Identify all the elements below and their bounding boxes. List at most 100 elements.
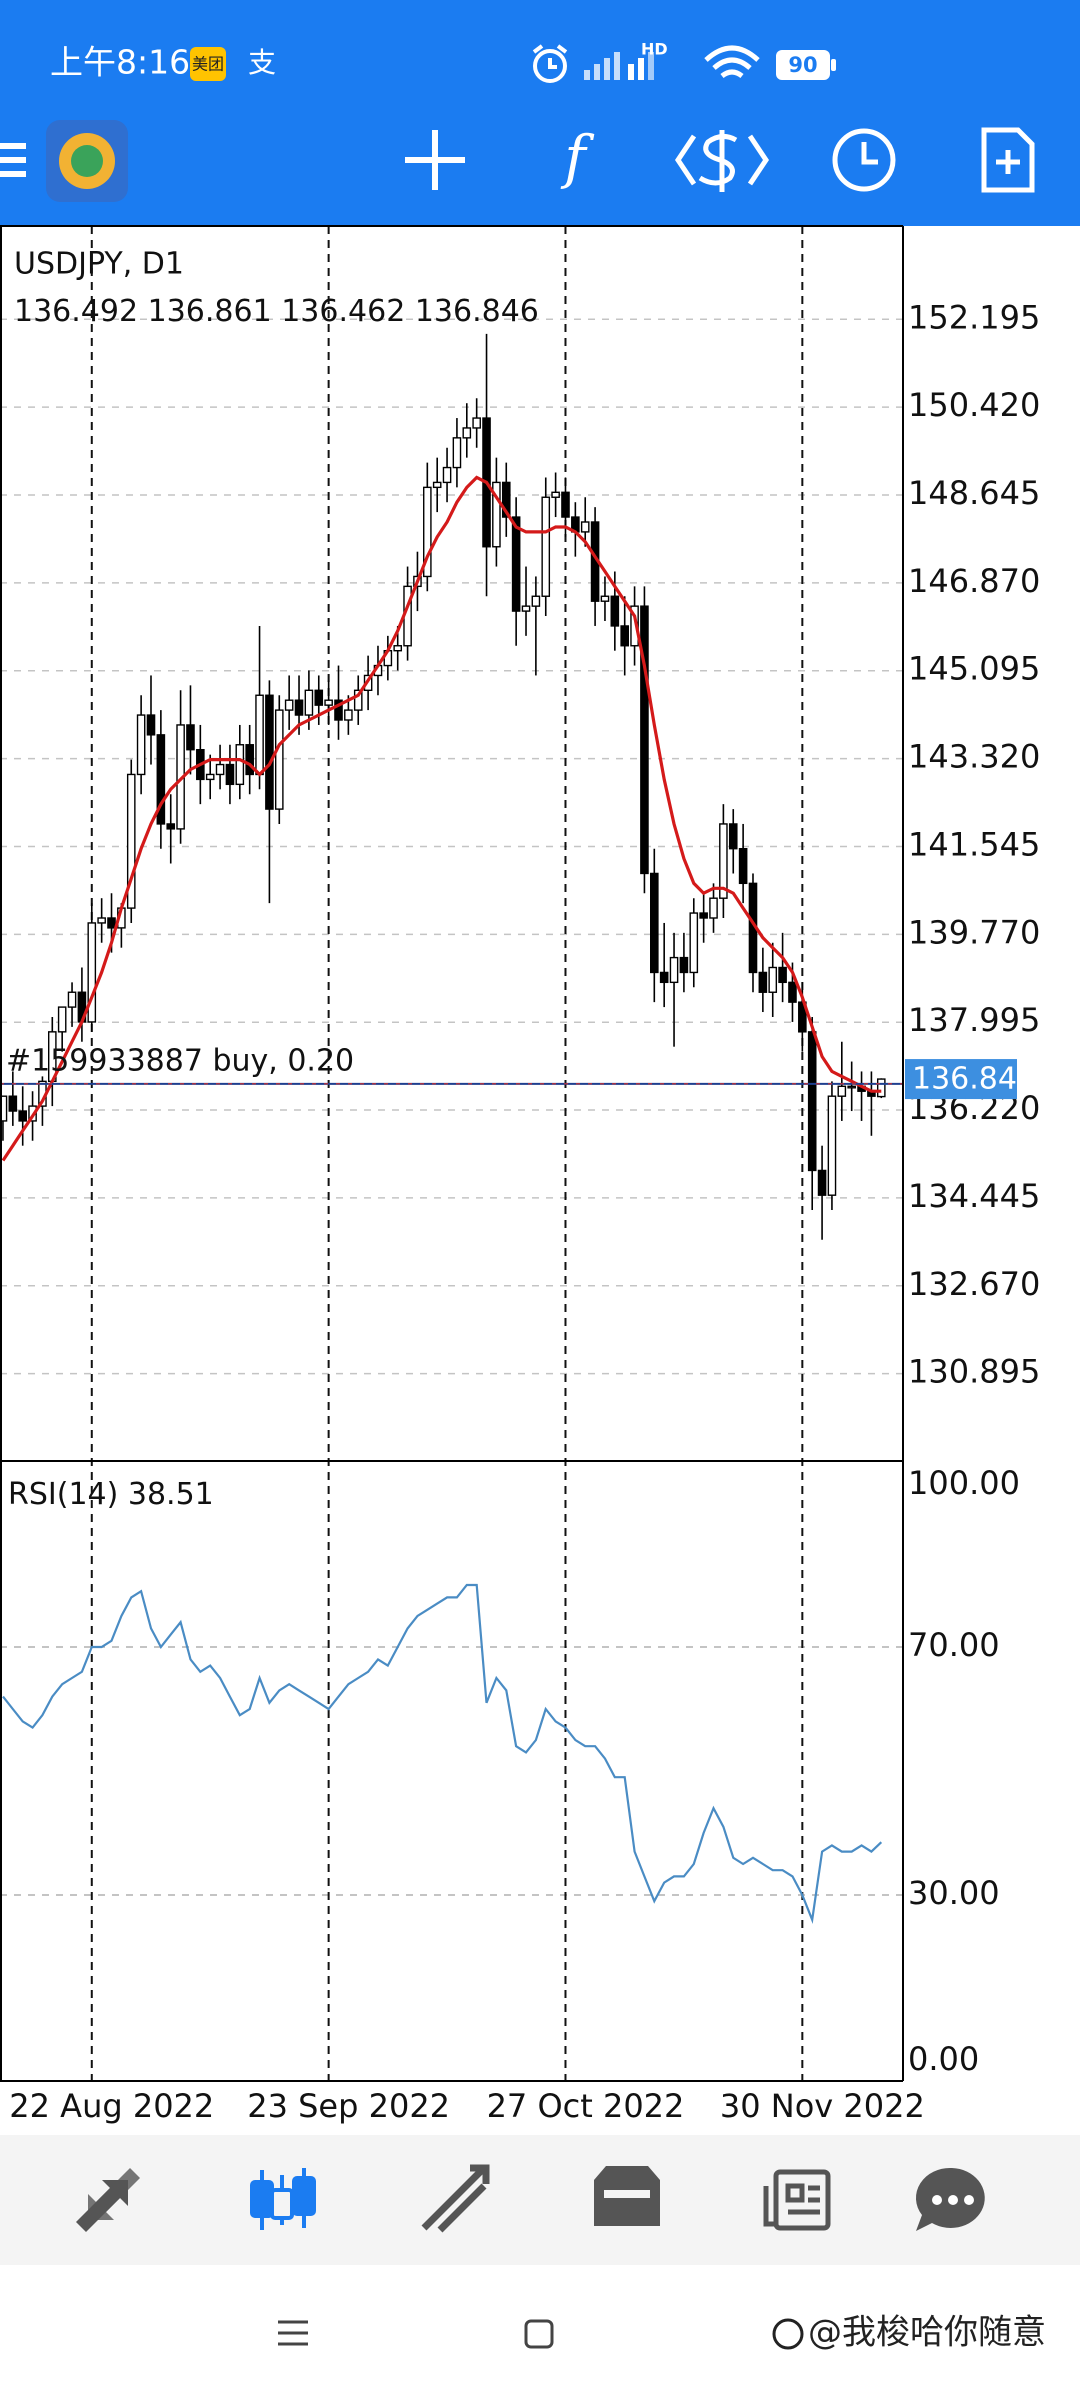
candle-body bbox=[136, 714, 146, 776]
candle-body bbox=[768, 966, 778, 993]
candle-body bbox=[778, 966, 787, 984]
candle-body bbox=[521, 605, 531, 612]
chart-tab[interactable] bbox=[250, 2168, 316, 2230]
timeframe-button[interactable] bbox=[832, 128, 896, 192]
candle-body bbox=[18, 1110, 27, 1122]
candle-body bbox=[304, 689, 314, 716]
candle-body bbox=[0, 1095, 8, 1122]
app-logo[interactable] bbox=[46, 120, 128, 202]
candle-body bbox=[640, 605, 649, 875]
system-home[interactable] bbox=[524, 2319, 554, 2349]
candle-body bbox=[561, 491, 570, 518]
candle-body bbox=[501, 481, 511, 518]
candle-body bbox=[344, 709, 353, 721]
candle-body bbox=[314, 689, 324, 706]
y-tick-label: 141.545 bbox=[908, 825, 1040, 863]
candle-body bbox=[807, 1031, 817, 1172]
candle-body bbox=[67, 991, 77, 1008]
candle-body bbox=[442, 466, 452, 484]
candle-body bbox=[452, 437, 462, 469]
candle-body bbox=[758, 971, 768, 993]
app-badge: 支 bbox=[248, 46, 276, 79]
news-tab[interactable] bbox=[763, 2169, 831, 2231]
network-type: HD bbox=[641, 40, 668, 59]
candle-body bbox=[462, 427, 472, 439]
candle-body bbox=[97, 917, 106, 924]
template-button[interactable] bbox=[981, 127, 1035, 193]
plot-bg bbox=[0, 226, 903, 2081]
y-tick-label: 146.870 bbox=[908, 562, 1040, 600]
candle-body bbox=[817, 1169, 827, 1196]
wifi-icon bbox=[704, 45, 760, 79]
signal-icon bbox=[628, 52, 654, 80]
low-value: 136.462 bbox=[281, 294, 405, 329]
rsi-value: 38.51 bbox=[128, 1477, 214, 1512]
candle-body bbox=[225, 763, 235, 786]
candle-body bbox=[728, 823, 738, 850]
candle-body bbox=[531, 595, 541, 607]
rsi-tick-label: 30.00 bbox=[908, 1874, 1000, 1912]
quotes-tab[interactable] bbox=[76, 2168, 140, 2232]
candle-body bbox=[788, 981, 797, 1003]
candle-body bbox=[610, 595, 620, 627]
candle-body bbox=[294, 699, 304, 716]
candle-body bbox=[669, 956, 679, 984]
badge-bg bbox=[190, 47, 226, 81]
header-bg bbox=[0, 0, 1080, 226]
y-tick-label: 145.095 bbox=[908, 650, 1040, 688]
candle-body bbox=[205, 773, 215, 781]
chat-tab[interactable] bbox=[915, 2167, 985, 2231]
app-badge: 美团 bbox=[192, 55, 224, 74]
candle-body bbox=[620, 625, 629, 647]
candle-body bbox=[166, 823, 176, 830]
rsi-name: RSI(14) bbox=[8, 1477, 118, 1512]
candle-body bbox=[353, 689, 363, 711]
candle-body bbox=[235, 744, 245, 786]
system-menu[interactable] bbox=[278, 2320, 308, 2346]
candle-body bbox=[659, 971, 669, 984]
symbols-button[interactable] bbox=[674, 130, 770, 192]
rsi-line bbox=[2, 1583, 883, 1925]
candle-body bbox=[393, 645, 403, 652]
x-tick-label: 22 Aug 2022 bbox=[9, 2087, 214, 2125]
candle-body bbox=[107, 917, 116, 929]
position-label: #159933887 buy, 0.20 bbox=[6, 1043, 354, 1078]
bid-label: 136.846 bbox=[912, 1062, 1036, 1097]
x-tick-label: 23 Sep 2022 bbox=[247, 2087, 450, 2125]
new-order-button[interactable] bbox=[405, 130, 465, 190]
close-value: 136.846 bbox=[415, 294, 539, 329]
candle-body bbox=[186, 724, 195, 751]
candle-body bbox=[492, 481, 501, 548]
candle-body bbox=[650, 872, 659, 974]
candle-body bbox=[551, 491, 560, 498]
y-tick-label: 152.195 bbox=[908, 298, 1040, 336]
x-tick-label: 30 Nov 2022 bbox=[720, 2087, 925, 2125]
y-tick-label: 139.770 bbox=[908, 913, 1040, 951]
rsi-tick-label: 0.00 bbox=[908, 2040, 979, 2078]
candle-body bbox=[719, 823, 728, 899]
history-tab[interactable] bbox=[594, 2166, 660, 2226]
alarm-icon bbox=[532, 44, 568, 83]
y-tick-label: 130.895 bbox=[908, 1353, 1040, 1391]
frame bbox=[0, 225, 904, 2082]
watermark-logo bbox=[772, 2318, 804, 2350]
candle-body bbox=[284, 699, 294, 711]
rsi-tick-label: 100.00 bbox=[908, 1464, 1020, 1502]
x-tick-label: 27 Oct 2022 bbox=[487, 2087, 685, 2125]
candle-body bbox=[87, 922, 97, 1023]
candle-body bbox=[146, 714, 156, 736]
candle-body bbox=[827, 1095, 837, 1196]
menu-button[interactable] bbox=[0, 143, 26, 177]
candle-body bbox=[837, 1085, 847, 1097]
y-tick-label: 148.645 bbox=[908, 474, 1040, 512]
watermark: @我梭哈你随意 bbox=[808, 2313, 1046, 2353]
ohlc-readout: 136.492 136.861 136.462 136.846 bbox=[14, 294, 539, 329]
moving-average bbox=[1, 475, 882, 1162]
battery bbox=[776, 50, 830, 80]
chart-title: USDJPY, D1 bbox=[14, 247, 184, 282]
candle-body bbox=[334, 699, 343, 721]
candle-body bbox=[274, 709, 284, 810]
battery-level: 90 bbox=[788, 53, 817, 77]
trade-tab[interactable] bbox=[421, 2164, 490, 2233]
